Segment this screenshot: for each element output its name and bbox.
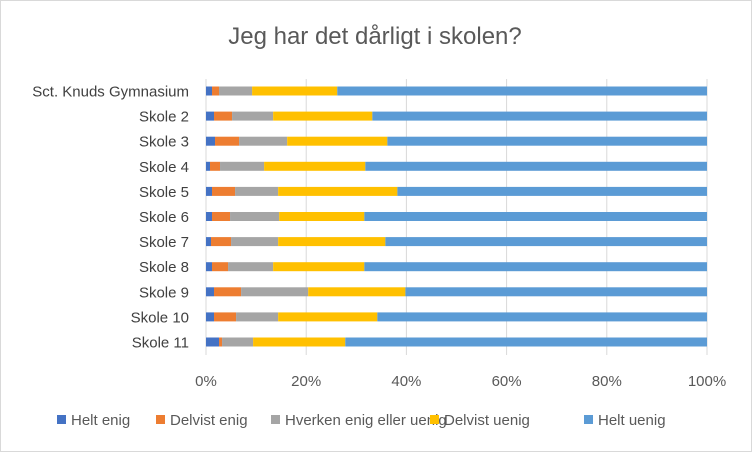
- bar-segment: [211, 237, 232, 247]
- bar-segment: [239, 136, 288, 146]
- bar-segment: [278, 237, 386, 247]
- bar-segment: [222, 337, 254, 347]
- bar-segment: [230, 212, 280, 221]
- bar-segment: [253, 337, 346, 347]
- bar-segment: [215, 136, 240, 146]
- bar-segment: [206, 86, 213, 96]
- bar-segment: [212, 86, 220, 96]
- category-label: Skole 8: [139, 259, 189, 276]
- legend-label: Delvist enig: [170, 412, 248, 429]
- bar-segment: [273, 262, 365, 272]
- bar-segment: [279, 212, 365, 221]
- bar-segment: [278, 312, 378, 322]
- legend-swatch: [57, 415, 66, 424]
- legend-label: Helt uenig: [598, 412, 666, 429]
- bar-segment: [206, 287, 215, 297]
- category-label: Skole 2: [139, 109, 189, 126]
- category-label: Skole 3: [139, 134, 189, 151]
- bar-segment: [212, 262, 229, 272]
- bar-segment: [287, 136, 388, 146]
- bar-segment: [278, 186, 398, 196]
- bar-segment: [214, 312, 237, 322]
- category-label: Skole 10: [131, 309, 189, 326]
- bar-segment: [387, 136, 707, 146]
- bar-segment: [365, 161, 707, 171]
- bar-segment: [308, 287, 406, 297]
- bar-segment: [405, 287, 707, 297]
- bar-segment: [345, 337, 707, 347]
- bar-segment: [337, 86, 707, 96]
- legend-label: Delvist uenig: [444, 412, 530, 429]
- category-label: Skole 11: [132, 335, 189, 352]
- x-tick-label: 80%: [592, 373, 622, 390]
- category-label: Skole 5: [139, 184, 189, 201]
- bar-segment: [273, 111, 373, 121]
- bar-segment: [212, 186, 236, 196]
- bar-segment: [377, 312, 707, 322]
- bars: [206, 86, 707, 347]
- x-tick-label: 0%: [195, 373, 217, 390]
- bar-segment: [397, 186, 707, 196]
- legend-label: Hverken enig eller uenig: [285, 412, 447, 429]
- x-tick-label: 20%: [291, 373, 321, 390]
- bar-segment: [214, 287, 242, 297]
- legend-swatch: [271, 415, 280, 424]
- bar-segment: [372, 111, 707, 121]
- bar-segment: [206, 111, 215, 121]
- bar-segment: [219, 86, 253, 96]
- bar-segment: [206, 337, 220, 347]
- bar-segment: [206, 136, 216, 146]
- x-tick-labels: 0% 20% 40% 60% 80% 100%: [195, 373, 726, 390]
- legend: Helt enig Delvist enig Hverken enig eller …: [57, 412, 666, 429]
- bar-segment: [231, 237, 279, 247]
- bar-segment: [364, 262, 707, 272]
- category-label: Skole 4: [139, 159, 189, 176]
- category-label: Skole 7: [139, 234, 189, 251]
- bar-segment: [236, 312, 279, 322]
- bar-segment: [220, 161, 265, 171]
- category-labels: Sct. Knuds Gymnasium Skole 2 Skole 3 Skole …: [32, 84, 189, 352]
- bar-segment: [206, 262, 213, 272]
- bar-segment: [232, 111, 274, 121]
- category-label: Sct. Knuds Gymnasium: [32, 84, 189, 101]
- bar-segment: [364, 212, 707, 221]
- bar-segment: [206, 237, 212, 247]
- legend-swatch: [430, 415, 439, 424]
- bar-segment: [252, 86, 338, 96]
- bar-segment: [228, 262, 274, 272]
- category-label: Skole 6: [139, 209, 189, 226]
- bar-segment: [241, 287, 309, 297]
- bar-segment: [206, 186, 213, 196]
- bar-segment: [214, 111, 233, 121]
- legend-swatch: [584, 415, 593, 424]
- bar-segment: [235, 186, 279, 196]
- legend-label: Helt enig: [71, 412, 130, 429]
- bar-segment: [264, 161, 366, 171]
- x-tick-label: 40%: [391, 373, 421, 390]
- legend-swatch: [156, 415, 165, 424]
- bar-segment: [212, 212, 231, 221]
- bar-segment: [206, 312, 215, 322]
- bar-segment: [206, 212, 213, 221]
- bar-segment: [219, 337, 223, 347]
- x-tick-label: 100%: [688, 373, 726, 390]
- bar-segment: [210, 161, 221, 171]
- category-label: Skole 9: [139, 284, 189, 301]
- x-tick-label: 60%: [492, 373, 522, 390]
- bar-segment: [385, 237, 707, 247]
- bar-segment: [206, 161, 211, 171]
- chart-title: Jeg har det dårligt i skolen?: [228, 23, 522, 50]
